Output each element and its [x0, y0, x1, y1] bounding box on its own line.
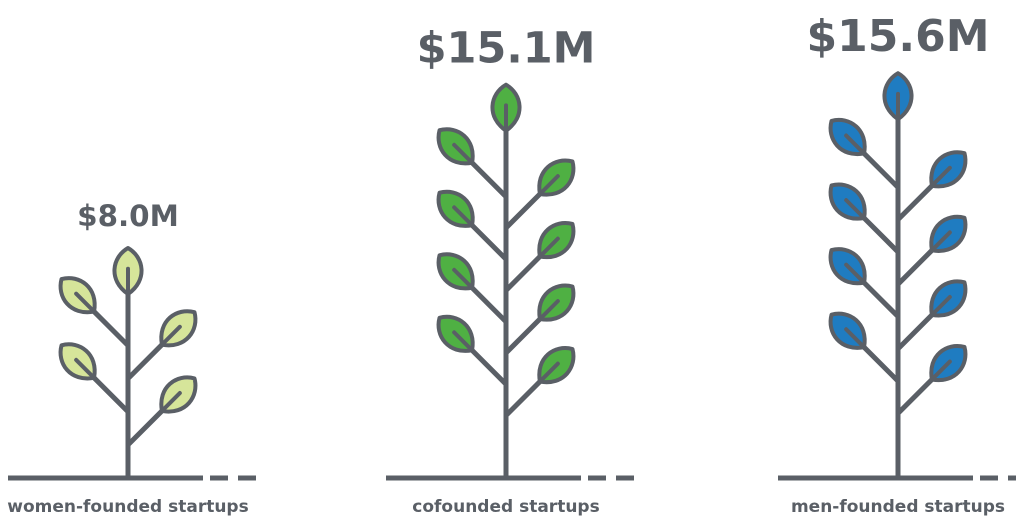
branch: [861, 150, 901, 190]
branch: [503, 379, 543, 418]
leaf-vein: [452, 330, 475, 353]
leaf-vein: [537, 361, 560, 384]
branch: [469, 160, 509, 200]
leaf-vein: [929, 295, 952, 317]
category-label: cofounded startups: [412, 497, 599, 517]
leaf-vein: [929, 359, 952, 382]
leaf-vein: [74, 357, 97, 380]
leaf-vein: [537, 174, 560, 197]
branch: [895, 376, 935, 416]
branch: [861, 215, 901, 255]
branch: [469, 222, 509, 262]
leaf-vein: [452, 142, 475, 165]
branch: [503, 254, 543, 293]
leaf-vein: [929, 230, 952, 253]
branch: [895, 247, 935, 287]
leaf-vein: [844, 133, 867, 156]
leaf-vein: [74, 291, 97, 314]
leaf-vein: [844, 327, 867, 350]
leaf-vein: [929, 165, 952, 188]
branch: [469, 347, 509, 387]
leaf-vein: [537, 236, 560, 259]
branch: [895, 312, 935, 352]
category-label: women-founded startups: [7, 497, 248, 517]
branch: [125, 342, 165, 382]
plant: [778, 71, 1016, 481]
value-label: $15.6M: [807, 11, 990, 62]
branch: [861, 344, 901, 384]
leaf-vein: [452, 267, 475, 290]
plant: [8, 246, 263, 481]
leaf-vein: [844, 262, 867, 285]
leaf-vein: [159, 324, 182, 347]
leaf-vein: [537, 299, 560, 322]
branch: [91, 309, 131, 349]
branch: [503, 316, 543, 356]
leaf-vein: [844, 198, 867, 221]
value-label: $8.0M: [77, 199, 179, 233]
branch: [895, 183, 935, 223]
plant: [386, 82, 641, 481]
branch: [91, 375, 131, 415]
leaf-vein: [159, 391, 182, 413]
branch: [861, 280, 901, 320]
branch: [469, 285, 509, 325]
value-label: $15.1M: [417, 24, 596, 74]
branch: [503, 191, 543, 231]
branch: [125, 408, 165, 448]
category-label: men-founded startups: [791, 497, 1005, 517]
leaf-vein: [452, 205, 475, 228]
